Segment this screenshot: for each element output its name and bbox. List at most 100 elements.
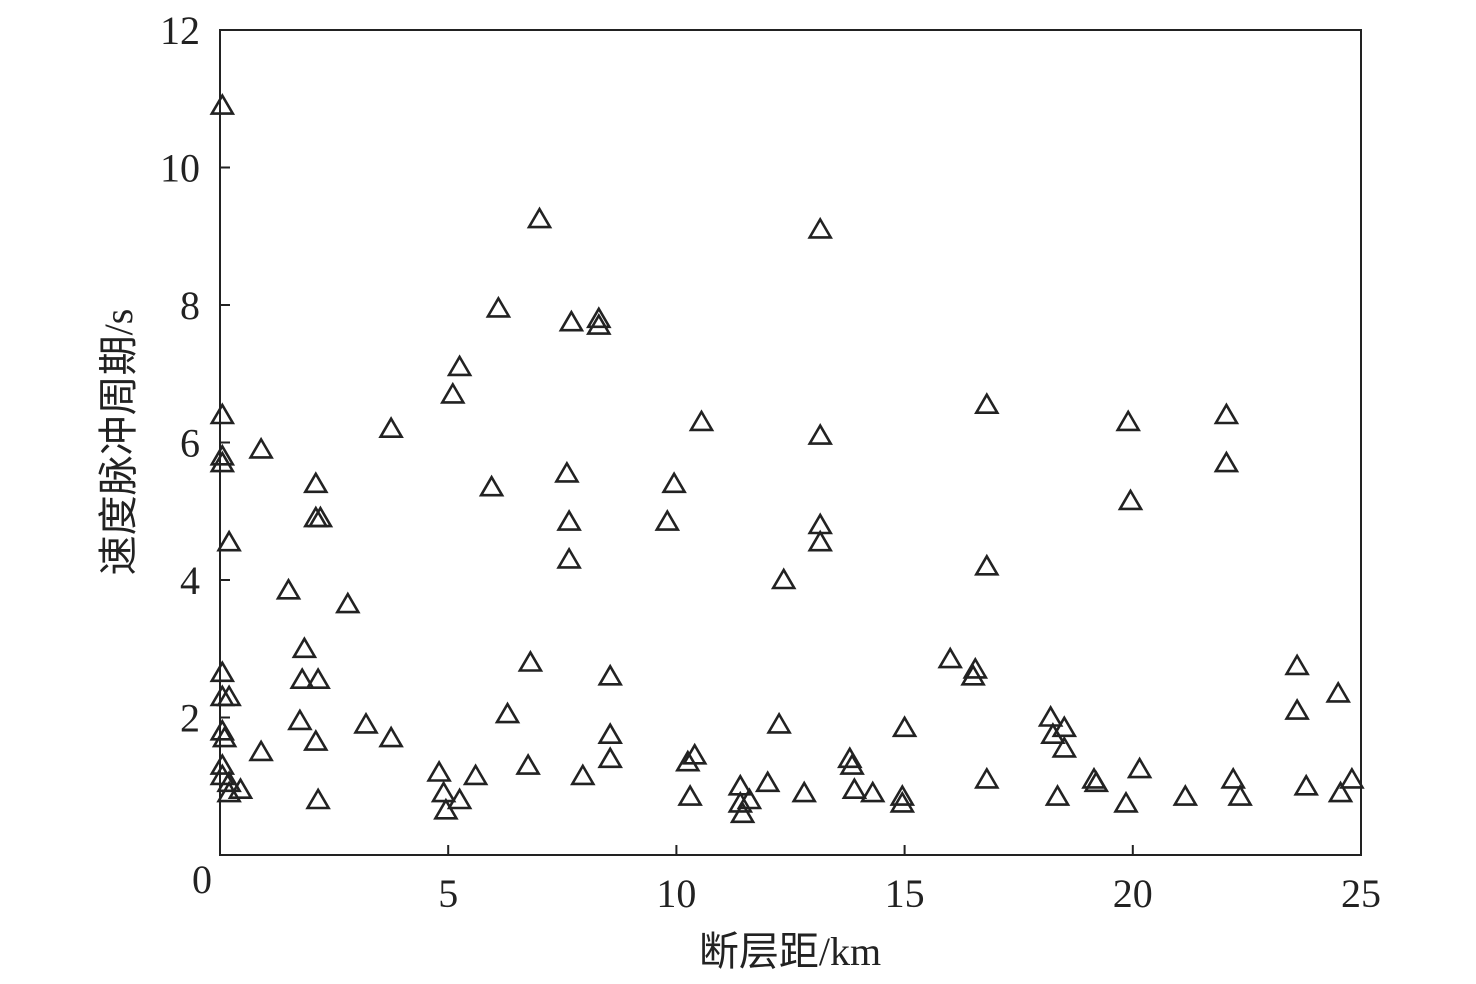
data-point-triangle [1051,715,1078,738]
data-point-triangle [681,742,708,765]
y-tick-label: 12 [160,8,200,53]
data-point-triangle [517,649,544,672]
data-point-triangle [526,206,553,229]
data-point-triangle [974,392,1000,415]
data-point-triangle [891,715,918,738]
data-point-triangle [289,667,315,690]
data-point-triangle [754,770,781,793]
data-point-triangle [378,725,404,748]
data-point-triangle [597,722,623,745]
data-point-triangle [227,777,254,800]
x-axis-label: 断层距/km [699,929,881,974]
data-point-triangle [211,725,238,748]
data-point-triangle [275,577,302,600]
data-point-triangle [1284,698,1310,720]
data-point-triangle [1339,766,1365,789]
data-point-triangle [688,409,715,432]
data-point-triangle [1037,704,1064,727]
data-point-triangle [1220,766,1246,789]
data-point-triangle [597,663,623,686]
data-point-triangle [1284,653,1310,676]
data-point-triangle [558,309,585,332]
plot-frame [219,29,1362,856]
data-point-triangle [1325,680,1351,703]
data-point-triangle [859,780,886,803]
data-point-triangle [485,295,512,318]
y-tick-label: 10 [160,146,200,191]
data-point-triangle [291,636,318,659]
data-point-triangle [960,663,986,686]
x-tick-label: 15 [885,871,925,916]
data-point-triangle [287,708,313,731]
data-point-triangle [209,753,236,775]
data-point-triangle [209,450,236,473]
data-point-triangle [1213,402,1240,425]
data-points [209,93,1365,824]
data-point-triangle [962,656,989,679]
data-point-triangle [446,787,473,810]
data-point-triangle [889,790,916,813]
data-point-triangle [654,509,681,531]
data-point-triangle [661,471,687,494]
data-point-triangle [446,354,473,377]
data-point-triangle [1115,409,1141,432]
data-point-triangle [216,529,242,552]
data-point-triangle [1227,784,1253,806]
data-point-triangle [209,660,236,683]
axis-ticks: 0 5 10 15 20 25 2 4 6 8 10 12 [160,8,1381,916]
data-point-triangle [937,646,963,669]
data-point-triangle [556,509,582,531]
data-point-triangle [426,759,452,782]
data-point-triangle [335,591,361,614]
x-tick-label: 20 [1113,871,1153,916]
data-point-triangle [570,763,596,786]
y-tick-label: 2 [180,696,200,741]
data-point-triangle [974,553,1000,576]
data-point-triangle [586,313,612,335]
data-point-triangle [209,718,236,741]
data-point-triangle [1126,756,1153,779]
data-point-triangle [729,801,756,824]
data-point-triangle [807,529,833,552]
data-point-triangle [556,546,582,569]
data-point-triangle [303,729,329,751]
data-point-triangle [1327,780,1354,803]
data-point-triangle [440,381,466,404]
data-point-triangle [791,780,817,803]
data-point-triangle [1213,450,1240,473]
y-tick-label: 6 [180,421,200,466]
data-point-triangle [1040,722,1066,745]
data-point-triangle [494,701,521,724]
data-point-triangle [462,763,489,786]
data-point-triangle [248,739,274,762]
data-point-triangle [353,711,379,734]
data-point-triangle [305,667,331,690]
data-point-triangle [1083,770,1110,793]
data-point-triangle [305,787,331,810]
data-point-triangle [1051,735,1078,758]
data-point-triangle [727,790,754,813]
data-point-triangle [837,746,863,769]
data-point-triangle [515,753,541,775]
data-point-triangle [307,505,334,528]
y-tick-label: 8 [180,283,200,328]
data-point-triangle [586,306,612,329]
data-point-triangle [736,787,763,810]
data-point-triangle [216,684,242,707]
x-tick-label: 5 [438,871,458,916]
data-point-triangle [303,471,329,494]
data-point-triangle [1113,790,1139,813]
data-point-triangle [209,93,236,115]
data-point-triangle [209,443,236,466]
data-point-triangle [675,749,701,772]
data-point-triangle [554,460,580,483]
data-point-triangle [478,474,505,497]
data-point-triangle [841,777,868,800]
x-tick-label: 10 [656,871,696,916]
data-point-triangle [807,216,833,239]
data-point-triangle [1044,784,1071,806]
data-point-triangle [807,423,833,445]
y-tick-label: 4 [180,558,200,603]
data-point-triangle [597,746,623,769]
